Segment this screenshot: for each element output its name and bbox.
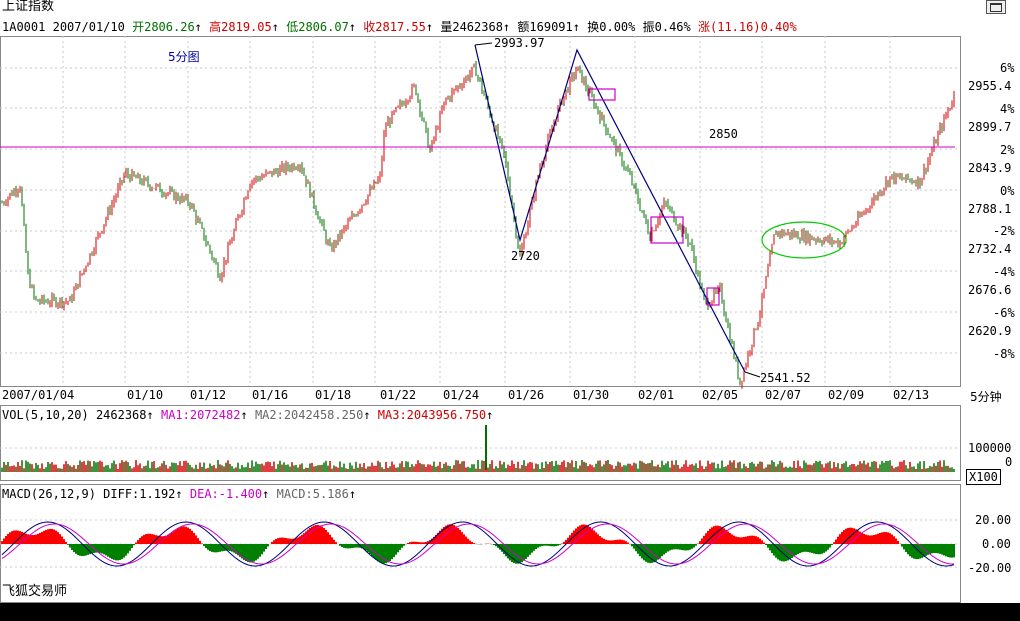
volume-value: 2462368 (452, 20, 503, 34)
amplitude-value: 0.46% (654, 20, 691, 34)
volume-label: 量 (440, 20, 453, 34)
quote-bar: 1A0001 2007/01/10 开2806.26↑ 高2819.05↑ 低2… (2, 20, 797, 34)
arrow-icon: ↑ (363, 408, 371, 422)
dea-line (1, 523, 955, 565)
annotation-peak: 2993.97 (494, 36, 545, 50)
change-pct: 0.40% (760, 20, 797, 34)
turnover-value: 0.00% (599, 20, 636, 34)
arrow-icon: ↑ (146, 408, 154, 422)
arrow-icon: ↑ (348, 487, 357, 501)
volume-panel-frame (0, 405, 961, 481)
arrow-icon: ↑ (348, 20, 357, 34)
arrow-icon: ↑ (502, 20, 511, 34)
turnover-label: 换 (587, 20, 600, 34)
low-value: 2806.07 (298, 20, 349, 34)
index-name: 上证指数 (2, 0, 55, 14)
arrow-icon: ↑ (486, 408, 494, 422)
amount-value: 169091 (529, 20, 573, 34)
arrow-icon: ↑ (425, 20, 434, 34)
volume-axis-zero: 0 (1005, 455, 1013, 469)
date-separators (62, 36, 891, 386)
amplitude-label: 振 (642, 20, 655, 34)
volume-bars (1, 460, 955, 472)
volume-axis-label: 100000 (968, 441, 1012, 455)
arrow-icon: ↑ (572, 20, 580, 34)
candle-series (1, 60, 955, 389)
macd-axis-bottom: -20.00 (968, 561, 1012, 575)
arrow-icon: ↑ (262, 487, 270, 501)
annotation-trough: 2720 (511, 249, 540, 263)
diff-line (1, 521, 955, 567)
status-bar (0, 603, 1020, 621)
close-value: 2817.55 (375, 20, 426, 34)
open-label: 开 (132, 20, 145, 34)
date: 2007/01/10 (52, 20, 125, 34)
arrow-icon: ↑ (240, 408, 248, 422)
code: 1A0001 (2, 20, 46, 34)
macd-axis-top: 20.00 (975, 513, 1012, 527)
volume-multiplier[interactable]: X100 (966, 469, 1001, 485)
watermark: 飞狐交易师 (2, 584, 68, 599)
trend-lines (474, 44, 746, 373)
arrow-icon: ↑ (194, 20, 202, 34)
macd-header: MACD(26,12,9) DIFF:1.192↑ DEA:-1.400↑ MA… (2, 487, 357, 501)
arrow-icon: ↑ (271, 20, 279, 34)
open-value: 2806.26 (144, 20, 195, 34)
low-label: 低 (286, 20, 299, 34)
amount-label: 额 (517, 20, 530, 34)
high-value: 2819.05 (221, 20, 272, 34)
change-value: (11.16) (710, 20, 761, 34)
arrow-icon: ↑ (175, 487, 183, 501)
close-label: 收 (363, 20, 376, 34)
price-panel-frame (0, 36, 961, 387)
high-label: 高 (209, 20, 222, 34)
change-label: 涨 (697, 20, 710, 34)
period-button[interactable]: 5分钟 (970, 390, 1002, 404)
annotation-bottom: 2541.52 (760, 371, 811, 385)
maximize-icon[interactable] (986, 0, 1006, 14)
bottom-leader (744, 371, 761, 378)
highlight-boxes (588, 88, 720, 306)
peak-leader (474, 42, 493, 46)
period-label: 5分图 (168, 50, 200, 64)
volume-header: VOL(5,10,20) 2462368↑ MA1:2072482↑ MA2:2… (2, 408, 494, 422)
macd-axis-zero: 0.00 (982, 537, 1011, 551)
consolidation-ellipse (761, 221, 847, 259)
annotation-level: 2850 (709, 127, 738, 141)
